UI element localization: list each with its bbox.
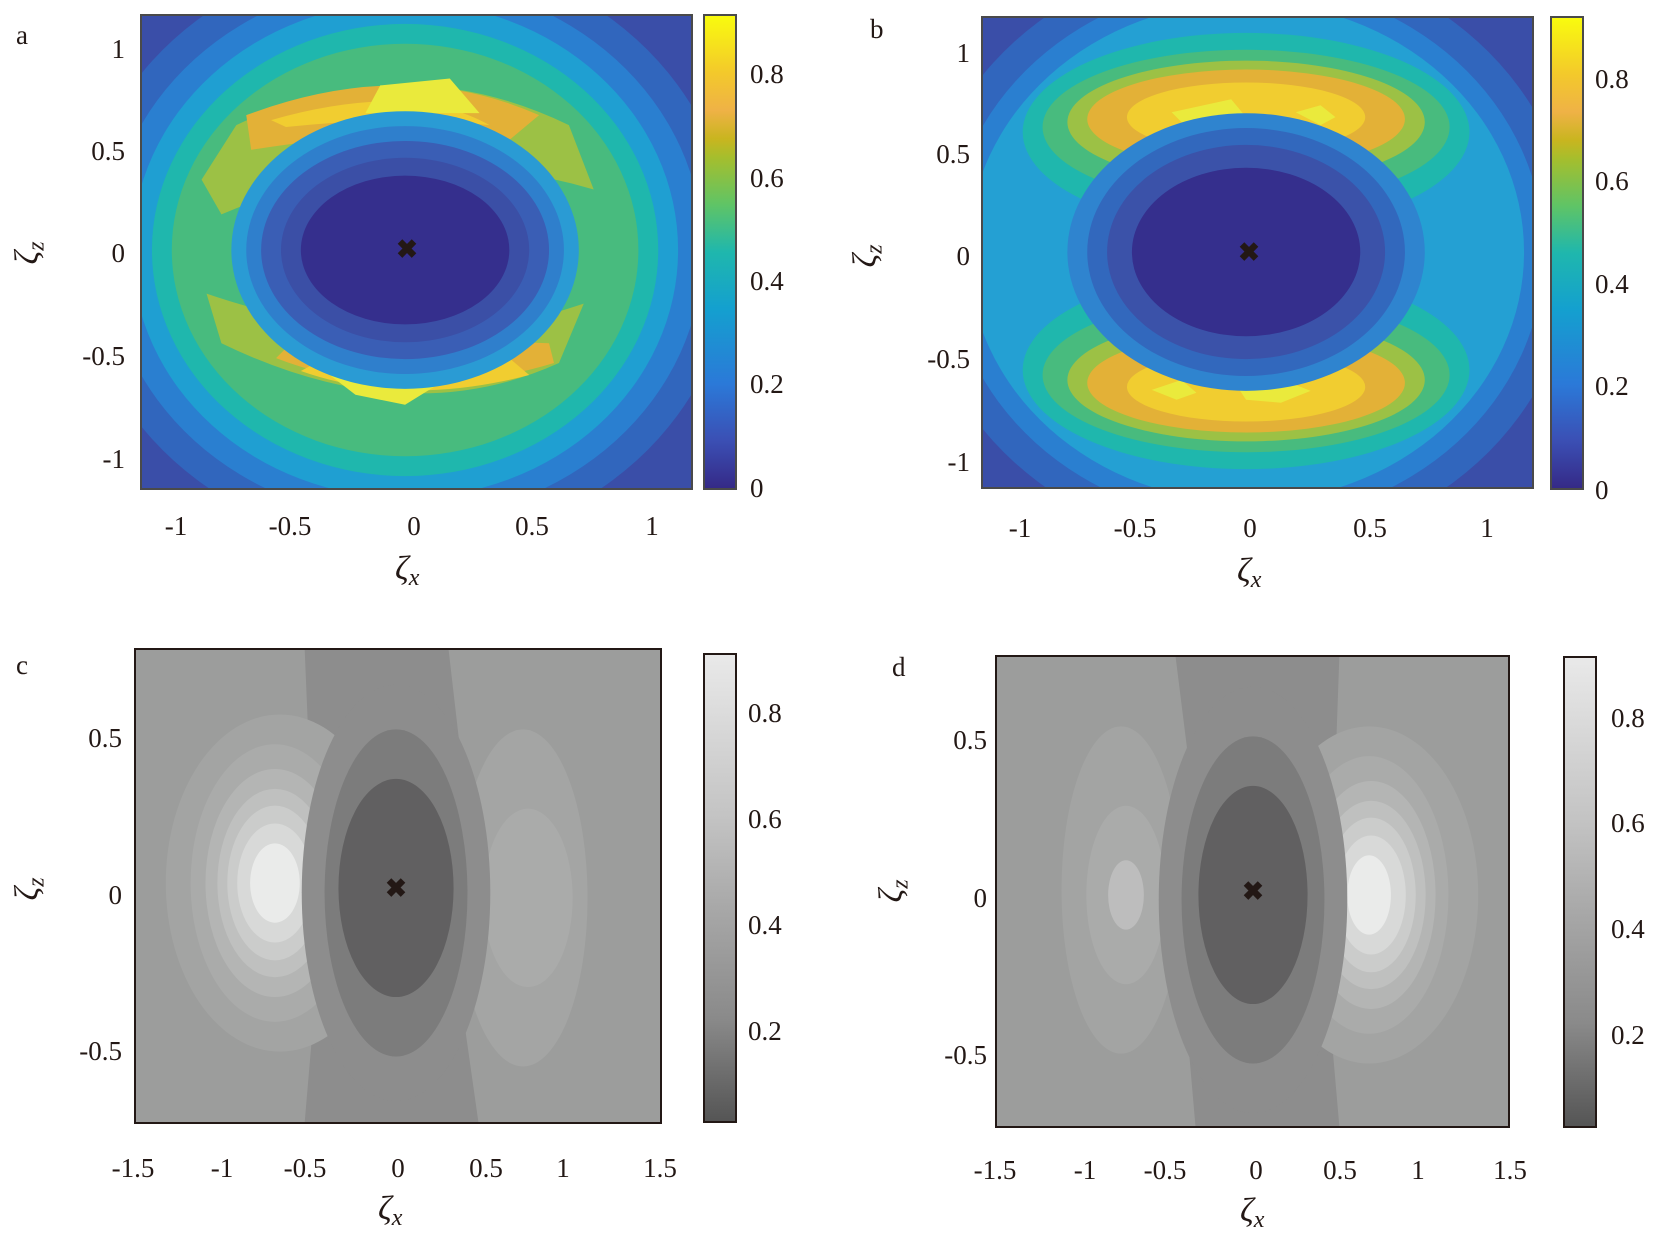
panel-d-plot (995, 655, 1510, 1128)
panel-b-xtick: 1 (1480, 513, 1494, 543)
panel-d-ylabel: ζz (872, 879, 914, 903)
panel-c-xtick: -1 (210, 1153, 234, 1183)
panel-a-cbar-tick: 0 (750, 473, 764, 503)
panel-b-xtick: -1 (1008, 513, 1032, 543)
panel-b-origin-marker: ✖ (1238, 238, 1260, 267)
panel-d-ytick: 0.5 (953, 725, 987, 755)
panel-a-cbar-tick: 0.8 (750, 59, 784, 89)
panel-a-ytick: -1 (102, 444, 126, 474)
panel-d-xtick: 0 (1249, 1155, 1263, 1185)
panel-b-cbar-tick: 0.4 (1595, 269, 1629, 299)
panel-c-origin-marker: ✖ (385, 874, 407, 903)
panel-c-xtick: 0.5 (469, 1153, 503, 1183)
panel-b-colorbar (1550, 16, 1584, 490)
panel-a-cbar-tick: 0.6 (750, 163, 784, 193)
panel-b-cbar-tick: 0.8 (1595, 64, 1629, 94)
panel-a-xtick: 0 (407, 511, 421, 541)
panel-b-letter: b (870, 14, 884, 44)
panel-b-ytick: -0.5 (927, 344, 970, 374)
panel-b-ytick: -1 (947, 447, 971, 477)
panel-d-cbar-tick: 0.2 (1611, 1020, 1645, 1050)
panel-d-contours (997, 657, 1508, 1126)
panel-b-ytick: 0.5 (936, 139, 970, 169)
panel-b-plot (981, 16, 1534, 489)
panel-c-xtick: 1.5 (643, 1153, 677, 1183)
panel-c-cbar-tick: 0.8 (748, 698, 782, 728)
panel-c-xtick: 1 (556, 1153, 570, 1183)
panel-d-xtick: -0.5 (1143, 1155, 1187, 1185)
panel-d-letter: d (892, 652, 906, 682)
panel-c-letter: c (16, 650, 28, 680)
panel-d-xtick: 1 (1411, 1155, 1425, 1185)
panel-a-xlabel: ζx (395, 550, 420, 591)
panel-a-xtick: -0.5 (268, 511, 312, 541)
panel-b-ytick: 1 (956, 38, 971, 68)
panel-b-xtick: 0.5 (1353, 513, 1387, 543)
panel-b-xtick: -0.5 (1113, 513, 1157, 543)
panel-a-origin-marker: ✖ (396, 235, 418, 264)
panel-d-xtick: -1 (1073, 1155, 1097, 1185)
panel-c-cbar-tick: 0.4 (748, 910, 782, 940)
panel-d-xlabel: ζx (1240, 1192, 1265, 1233)
panel-b-ylabel: ζz (846, 244, 888, 268)
panel-c-cbar-tick: 0.2 (748, 1016, 782, 1046)
panel-a-letter: a (16, 20, 28, 50)
panel-d-ytick: -0.5 (944, 1040, 987, 1070)
panel-d-origin-marker: ✖ (1242, 877, 1264, 906)
panel-a-ytick: 0 (111, 238, 126, 268)
panel-c-ylabel: ζz (8, 877, 50, 901)
panel-d-xtick: 1.5 (1493, 1155, 1527, 1185)
panel-b-xlabel: ζx (1237, 552, 1262, 593)
panel-d-ytick: 0 (973, 883, 988, 913)
panel-d-colorbar (1563, 656, 1597, 1128)
panel-c-plot (134, 648, 662, 1124)
panel-a-cbar-tick: 0.4 (750, 266, 784, 296)
panel-c-xtick: -0.5 (283, 1153, 327, 1183)
panel-a-ytick: 1 (111, 34, 126, 64)
panel-a-ylabel: ζz (8, 241, 50, 265)
panel-c-colorbar (703, 653, 737, 1123)
panel-c-ytick: 0.5 (88, 723, 122, 753)
panel-d-xtick: 0.5 (1323, 1155, 1357, 1185)
panel-b-ytick: 0 (956, 241, 971, 271)
panel-b-cbar-tick: 0 (1595, 475, 1609, 505)
panel-c-contours (136, 650, 660, 1122)
panel-a-colorbar (703, 14, 737, 490)
panel-a-contours (142, 16, 691, 488)
panel-a-xtick: -1 (164, 511, 188, 541)
panel-a-cbar-tick: 0.2 (750, 369, 784, 399)
panel-d-cbar-tick: 0.6 (1611, 808, 1645, 838)
panel-a-plot (140, 14, 693, 490)
panel-b-cbar-tick: 0.2 (1595, 371, 1629, 401)
panel-b-cbar-tick: 0.6 (1595, 166, 1629, 196)
panel-a-xtick: 0.5 (515, 511, 549, 541)
panel-d-cbar-tick: 0.4 (1611, 914, 1645, 944)
panel-d-cbar-tick: 0.8 (1611, 703, 1645, 733)
panel-a-ytick: 0.5 (91, 136, 125, 166)
panel-c-cbar-tick: 0.6 (748, 804, 782, 834)
panel-c-xtick: -1.5 (111, 1153, 155, 1183)
panel-a-xtick: 1 (645, 511, 659, 541)
panel-b-contours (983, 18, 1532, 487)
panel-b-xtick: 0 (1243, 513, 1257, 543)
panel-c-xlabel: ζx (378, 1190, 403, 1231)
panel-c-ytick: 0 (108, 880, 123, 910)
panel-c-ytick: -0.5 (79, 1036, 122, 1066)
panel-c-xtick: 0 (391, 1153, 405, 1183)
panel-a-ytick: -0.5 (82, 341, 125, 371)
panel-d-xtick: -1.5 (973, 1155, 1017, 1185)
